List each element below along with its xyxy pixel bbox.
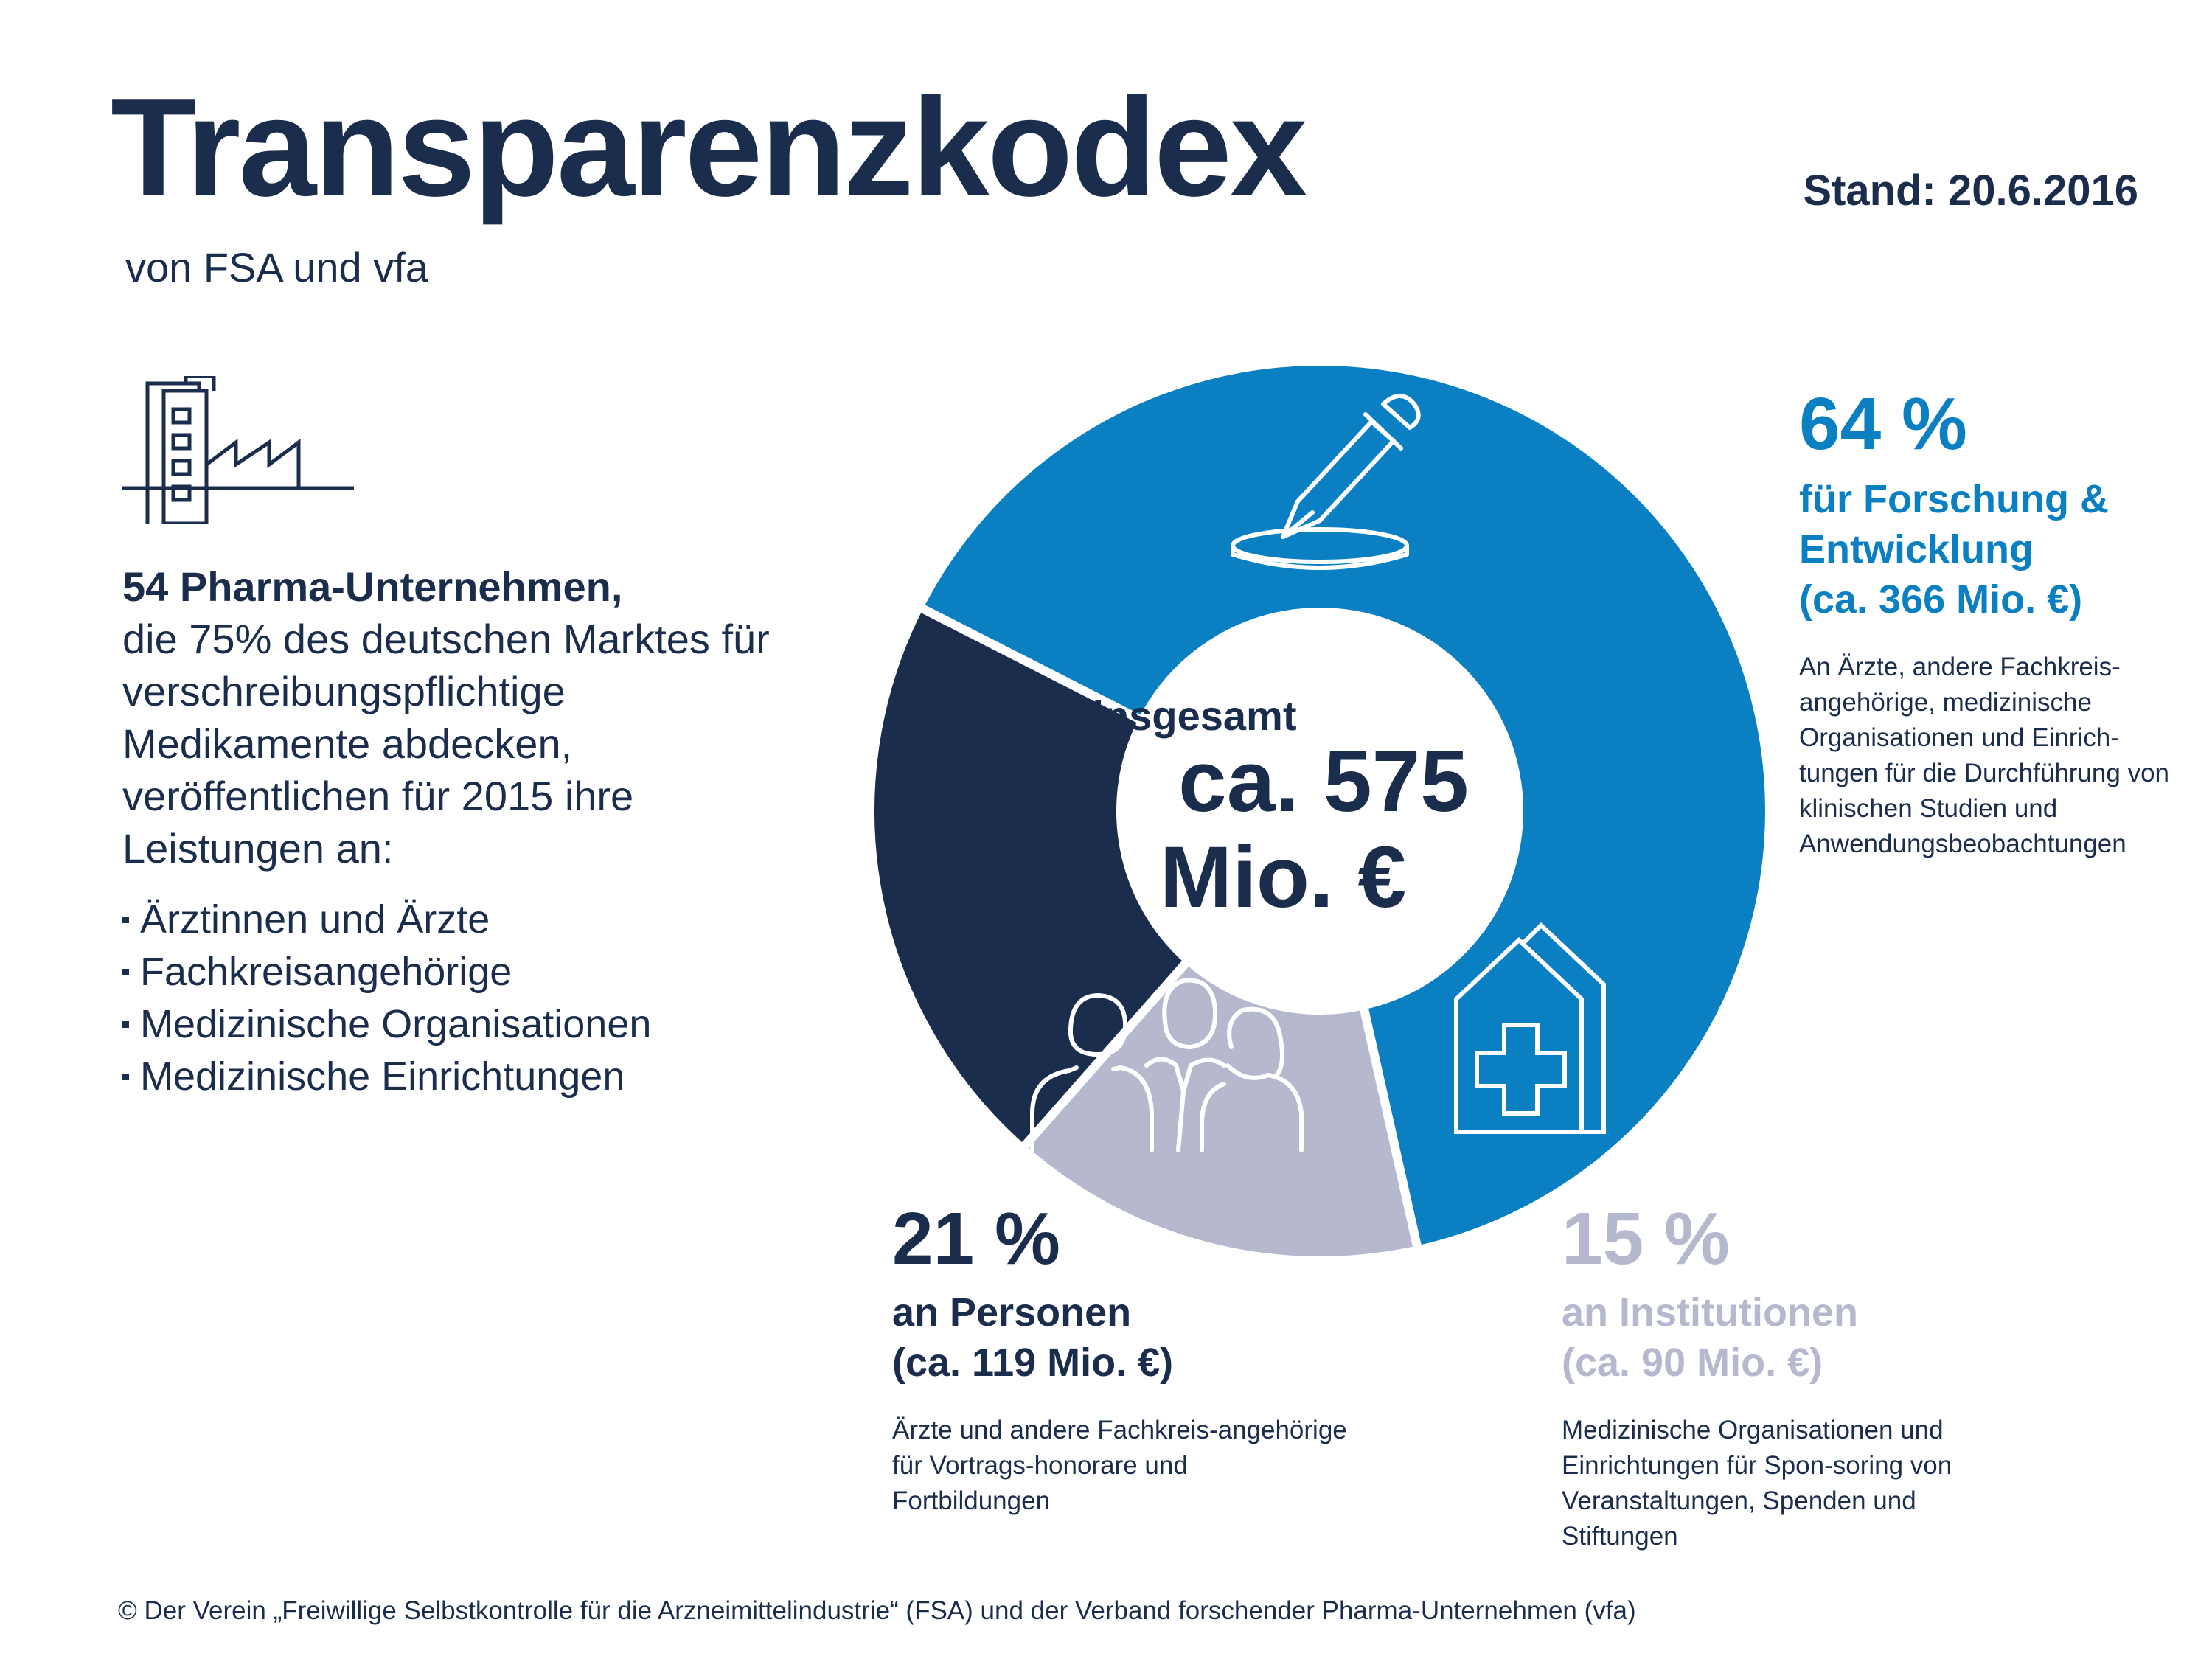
center-label: insgesamt [1093, 692, 1297, 739]
segment-label-research: 64 % für Forschung & Entwicklung (ca. 36… [1799, 387, 2183, 862]
intro-heading: 54 Pharma-Unternehmen, [122, 563, 623, 610]
page-subtitle: von FSA und vfa [125, 244, 428, 291]
center-value-line1: ca. 575 [1178, 733, 1469, 830]
list-item: Fachkreisangehörige [122, 946, 786, 998]
percent-institutions: 15 % [1562, 1197, 1730, 1280]
amount-research: (ca. 366 Mio. €) [1799, 577, 2083, 622]
donut-slice-1 [1016, 954, 1424, 1265]
list-item: Medizinische Einrichtungen [122, 1051, 786, 1103]
stand-date: Stand: 20.6.2016 [1803, 167, 2138, 215]
pipette-icon [1231, 394, 1421, 570]
description-institutions: Medizinische Organisationen und Einricht… [1562, 1416, 1952, 1551]
percent-research: 64 % [1799, 383, 1967, 465]
intro-body: die 75% des deutschen Marktes für versch… [122, 616, 770, 872]
list-item: Ärztinnen und Ärzte [122, 894, 786, 946]
donut-slice-0 [913, 357, 1774, 1256]
description-research: An Ärzte, andere Fachkreis-angehörige, m… [1799, 653, 2169, 858]
donut-slice-2 [866, 600, 1194, 1155]
segment-label-persons: 21 % an Personen (ca. 119 Mio. €) Ärzte … [892, 1202, 1349, 1519]
label-persons: an Personen [892, 1290, 1132, 1335]
label-research-line1: für Forschung & [1799, 477, 2109, 521]
list-item: Medizinische Organisationen [122, 998, 786, 1051]
page-title: Transparenzkodex [111, 69, 1307, 226]
people-icon [1030, 978, 1304, 1152]
label-research-line2: Entwicklung [1799, 527, 2034, 571]
copyright-footer: © Der Verein „Freiwillige Selbstkontroll… [118, 1596, 1636, 1625]
factory-icon [122, 376, 354, 524]
center-value-line2: Mio. € [1160, 829, 1406, 926]
donut-chart: insgesamt ca. 575 Mio. € [866, 357, 1774, 1265]
label-institutions: an Institutionen [1562, 1290, 1858, 1335]
intro-text: 54 Pharma-Unternehmen, die 75% des deuts… [122, 560, 786, 874]
description-persons: Ärzte und andere Fachkreis-angehörige fü… [892, 1416, 1347, 1515]
amount-persons: (ca. 119 Mio. €) [892, 1340, 1174, 1385]
amount-institutions: (ca. 90 Mio. €) [1562, 1340, 1823, 1385]
segment-label-institutions: 15 % an Institutionen (ca. 90 Mio. €) Me… [1562, 1202, 2019, 1554]
hospital-icon [1454, 922, 1606, 1134]
percent-persons: 21 % [892, 1197, 1060, 1280]
recipient-list: Ärztinnen und Ärzte Fachkreisangehörige … [122, 894, 786, 1103]
